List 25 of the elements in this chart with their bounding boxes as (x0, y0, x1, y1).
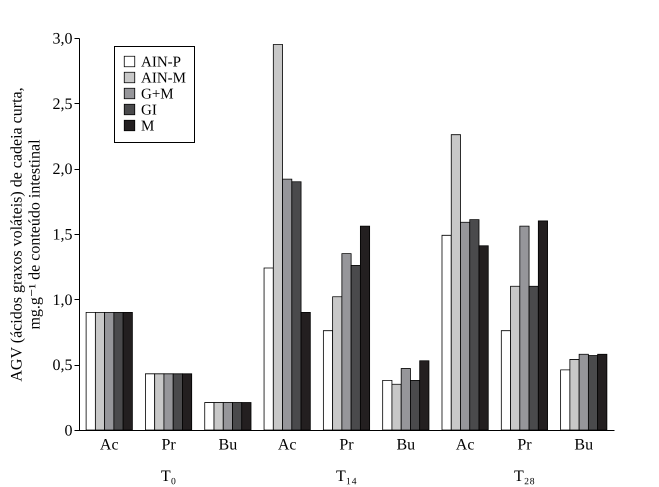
y-tick-label: 1,0 (52, 292, 72, 309)
text: T₂₈ (514, 468, 535, 485)
x-tick-label: Bu (574, 436, 594, 454)
y-tick-label: 0 (64, 422, 72, 440)
x-tick-label: Bu (218, 436, 238, 454)
legend-label: AIN-M (141, 70, 186, 86)
y-axis-title: AGV (ácidos graxos voláteis) de cadeia curta, mg.g⁻¹ de conteúdo intestinal (8, 87, 44, 382)
text: T₀ (160, 468, 176, 485)
x-tick-label: Pr (517, 436, 532, 454)
legend-label: GI (141, 102, 157, 118)
legend-label: M (141, 118, 154, 134)
x-tick-label: Ac (456, 436, 474, 454)
y-tick-label: 1,5 (52, 226, 72, 244)
y-tick-label: 2,5 (52, 96, 72, 113)
text: T₁₄ (336, 468, 358, 485)
legend-label: AIN-P (141, 54, 181, 70)
y-tick-label: 2,0 (52, 161, 72, 178)
x-tick-label: Ac (278, 436, 297, 454)
x-tick-label: Bu (396, 436, 416, 454)
y-tick-label: 3,0 (52, 30, 72, 48)
y-tick-label: 0,5 (52, 357, 72, 374)
legend-label: G+M (141, 86, 174, 102)
x-tick-label: Pr (339, 436, 354, 454)
x-tick-label: Ac (100, 436, 119, 454)
x-tick-label: Pr (161, 436, 176, 454)
